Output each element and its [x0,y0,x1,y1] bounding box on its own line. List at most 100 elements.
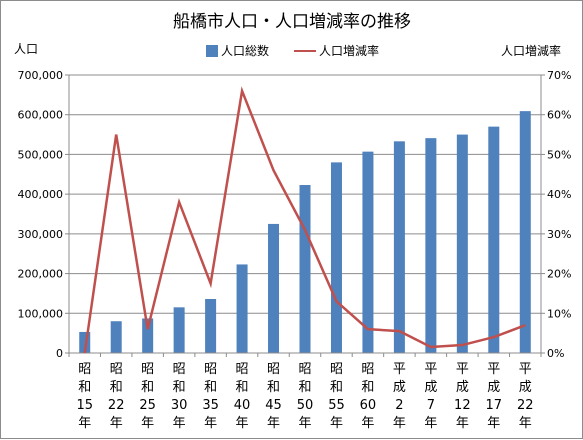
x-category-label-part: 22 [517,398,534,413]
x-category-label-part: 昭 [78,362,91,377]
x-category-label: 平成 2 年 [393,362,406,431]
x-category-label-part: 年 [173,416,186,431]
legend-line-label: 人口増減率 [319,43,379,58]
x-category-label-part: 和 [267,380,280,395]
tick-label-left: 100,000 [18,307,64,320]
x-category-label-part: 和 [298,380,311,395]
x-category-label: 昭和 15 年 [76,362,93,431]
x-category-label-part: 年 [519,416,532,431]
y-axis-label-left: 人口 [14,42,38,56]
bar [362,152,373,353]
x-category-label-part: 平 [456,362,469,377]
x-category-label-part: 年 [487,416,500,431]
tick-label-left: 300,000 [18,228,64,241]
x-category-label-part: 年 [330,416,343,431]
tick-label-right: 20% [547,268,571,281]
tick-label-right: 30% [547,228,571,241]
legend-bar-swatch [206,45,218,57]
bar [111,321,122,353]
tick-label-left: 400,000 [18,188,64,201]
tick-label-left: 500,000 [18,148,64,161]
tick-label-right: 70% [547,69,571,82]
x-category-label-part: 年 [236,416,249,431]
bar [394,141,405,353]
right-ticks: 0%10%20%30%40%50%60%70% [547,69,571,360]
x-category-label-part: 2 [395,398,403,413]
x-category-label-part: 昭 [330,362,343,377]
x-category-label-part: 22 [108,398,125,413]
tick-label-right: 50% [547,148,571,161]
bar [174,307,185,353]
bar [520,111,531,353]
x-category-label-part: 昭 [361,362,374,377]
x-category-label-part: 年 [141,416,154,431]
x-category-label-part: 年 [456,416,469,431]
x-category-label-part: 30 [171,398,188,413]
x-category-label-part: 平 [487,362,500,377]
bar [488,127,499,353]
x-category-label: 平成 7 年 [424,362,437,431]
bar [205,299,216,353]
y-axis-label-right: 人口増減率 [501,43,561,58]
bar [457,135,468,353]
tick-label-right: 0% [547,347,564,360]
x-category-label-part: 昭 [298,362,311,377]
bar [425,138,436,353]
x-category-label: 平成 22 年 [517,362,534,431]
chart-title: 船橋市人口・人口増減率の推移 [173,12,411,32]
x-category-label-part: 昭 [236,362,249,377]
x-category-label-part: 昭 [141,362,154,377]
bar [268,224,279,353]
x-category-label-part: 年 [393,416,406,431]
x-category-label-part: 成 [519,380,532,395]
x-category-label-part: 17 [486,398,503,413]
bar [237,264,248,353]
x-category-label-part: 平 [519,362,532,377]
x-category-label-part: 年 [78,416,91,431]
x-category-label-part: 和 [330,380,343,395]
bar [300,185,311,353]
legend: 人口総数 人口増減率 [206,43,379,58]
x-category-label-part: 昭 [267,362,280,377]
x-category-label: 昭和 40 年 [234,362,251,431]
x-category-label-part: 7 [427,398,435,413]
x-category-label-part: 50 [297,398,314,413]
x-category-label-part: 成 [424,380,437,395]
tick-label-right: 40% [547,188,571,201]
x-category-label: 平成 17 年 [486,362,503,431]
x-category-label-part: 成 [456,380,469,395]
x-category-label-part: 年 [267,416,280,431]
x-category-label-part: 25 [139,398,156,413]
x-category-label: 昭和 25 年 [139,362,156,431]
x-category-label-part: 和 [361,380,374,395]
x-category-label-part: 55 [328,398,345,413]
x-category-label: 昭和 55 年 [328,362,345,431]
x-category-label-part: 平 [393,362,406,377]
x-category-label-part: 15 [76,398,93,413]
tick-label-left: 0 [56,347,63,360]
tick-label-right: 60% [547,109,571,122]
x-category-label-part: 成 [393,380,406,395]
x-category-label-part: 年 [424,416,437,431]
x-category-label-part: 平 [424,362,437,377]
x-category-label-part: 昭 [204,362,217,377]
x-category-label-part: 成 [487,380,500,395]
x-category-label-part: 和 [141,380,154,395]
x-category-label-part: 和 [204,380,217,395]
x-category-label-part: 和 [236,380,249,395]
x-category-label-part: 和 [78,380,91,395]
bar [331,162,342,353]
tick-label-left: 200,000 [18,268,64,281]
x-category-label-part: 40 [234,398,251,413]
x-category-label-part: 昭 [173,362,186,377]
x-category-label-part: 昭 [110,362,123,377]
